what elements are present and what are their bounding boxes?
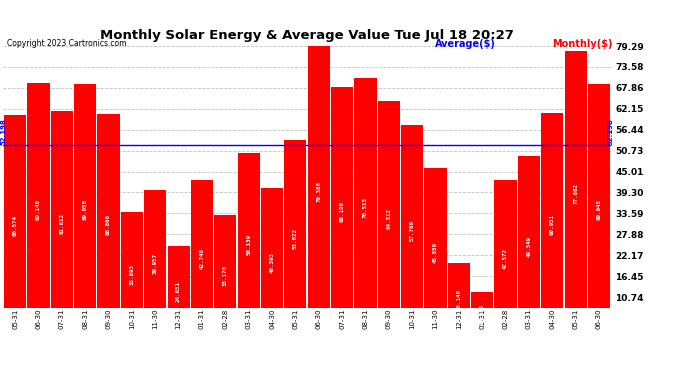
Text: 45.859: 45.859: [433, 242, 438, 263]
Text: 79.388: 79.388: [316, 180, 322, 201]
Text: 60.574: 60.574: [12, 215, 18, 236]
Bar: [28, 83, 50, 336]
Bar: [355, 78, 377, 336]
Bar: [401, 125, 423, 336]
Text: 42.748: 42.748: [199, 248, 204, 268]
Text: 40.393: 40.393: [270, 252, 275, 273]
Bar: [51, 111, 73, 336]
Bar: [74, 84, 97, 336]
Bar: [308, 46, 330, 336]
Text: 52.198: 52.198: [1, 118, 7, 145]
Text: 42.572: 42.572: [503, 248, 508, 269]
Bar: [588, 84, 610, 336]
Text: 49.349: 49.349: [526, 236, 531, 256]
Bar: [214, 215, 237, 336]
Bar: [471, 292, 493, 336]
Bar: [424, 168, 446, 336]
Text: 69.140: 69.140: [36, 199, 41, 220]
Bar: [261, 189, 283, 336]
Text: 70.515: 70.515: [363, 197, 368, 218]
Bar: [144, 190, 166, 336]
Bar: [377, 101, 400, 336]
Bar: [518, 156, 540, 336]
Text: 77.862: 77.862: [573, 183, 578, 204]
Bar: [541, 113, 563, 336]
Text: 33.893: 33.893: [130, 264, 135, 285]
Text: Average($): Average($): [435, 39, 495, 50]
Text: 53.622: 53.622: [293, 228, 298, 249]
Text: 52.198: 52.198: [607, 118, 613, 145]
Text: 20.140: 20.140: [456, 289, 462, 310]
Bar: [121, 212, 143, 336]
Text: 60.860: 60.860: [106, 214, 111, 236]
Text: 69.058: 69.058: [83, 200, 88, 220]
Bar: [448, 262, 470, 336]
Bar: [237, 153, 259, 336]
Text: 60.951: 60.951: [550, 214, 555, 235]
Text: 39.957: 39.957: [152, 253, 158, 274]
Text: 57.769: 57.769: [410, 220, 415, 241]
Bar: [331, 87, 353, 336]
Text: 69.045: 69.045: [596, 200, 602, 220]
Text: 12.086: 12.086: [480, 304, 484, 325]
Bar: [191, 180, 213, 336]
Bar: [564, 51, 586, 336]
Text: Monthly($): Monthly($): [552, 39, 613, 50]
Text: 50.139: 50.139: [246, 234, 251, 255]
Bar: [168, 246, 190, 336]
Text: 61.612: 61.612: [59, 213, 64, 234]
Text: 33.170: 33.170: [223, 265, 228, 286]
Title: Monthly Solar Energy & Average Value Tue Jul 18 20:27: Monthly Solar Energy & Average Value Tue…: [100, 30, 514, 42]
Text: 24.651: 24.651: [176, 281, 181, 302]
Text: 68.190: 68.190: [339, 201, 344, 222]
Bar: [97, 114, 119, 336]
Bar: [495, 180, 517, 336]
Bar: [4, 115, 26, 336]
Text: Copyright 2023 Cartronics.com: Copyright 2023 Cartronics.com: [7, 39, 126, 48]
Bar: [284, 140, 306, 336]
Text: 64.312: 64.312: [386, 208, 391, 229]
